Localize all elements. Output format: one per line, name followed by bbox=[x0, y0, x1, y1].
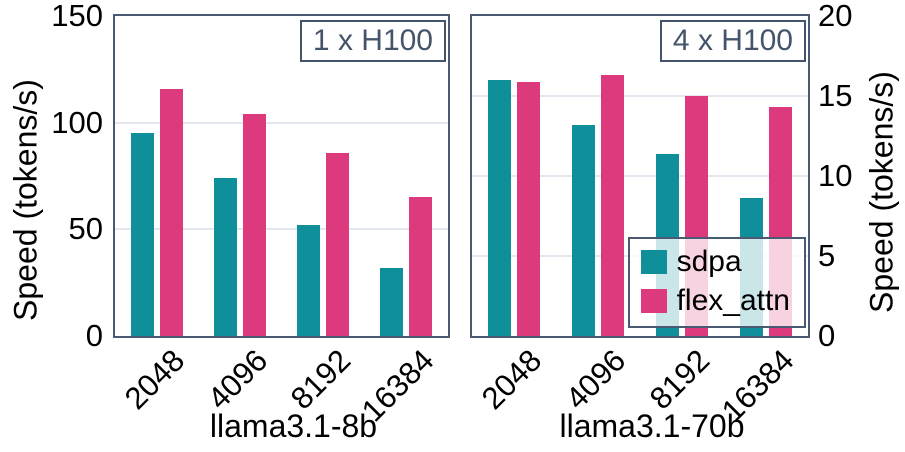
bar-sdpa-2048 bbox=[488, 80, 511, 336]
legend-swatch-flex-attn bbox=[640, 289, 667, 313]
y-tick-label-0: 0 bbox=[85, 318, 103, 353]
y-tick-label-5: 5 bbox=[818, 238, 836, 273]
legend: sdpa flex_attn bbox=[627, 237, 806, 328]
x-tick-label-8192: 8192 bbox=[283, 342, 358, 417]
bar-flex_attn-16384 bbox=[409, 197, 433, 336]
gridline-10 bbox=[472, 175, 808, 177]
bar-sdpa-2048 bbox=[130, 133, 154, 336]
bar-flex_attn-2048 bbox=[517, 81, 540, 336]
x-tick-label-4096: 4096 bbox=[200, 342, 275, 417]
x-tick-label-2048: 2048 bbox=[474, 342, 549, 417]
annotation-4x-h100: 4 x H100 bbox=[659, 20, 806, 62]
legend-item-flex-attn: flex_attn bbox=[640, 284, 790, 317]
annotation-1x-h100: 1 x H100 bbox=[299, 20, 446, 62]
x-axis-label-llama31-8b: llama3.1-8b bbox=[209, 408, 378, 444]
gridline-15 bbox=[472, 95, 808, 97]
subplot-llama31-8b: 1 x H100 bbox=[113, 14, 450, 338]
y-tick-label-20: 20 bbox=[818, 0, 853, 33]
y-tick-label-15: 15 bbox=[818, 78, 853, 113]
bar-sdpa-4096 bbox=[213, 178, 237, 336]
y-tick-label-10: 10 bbox=[818, 158, 853, 193]
gridline-50 bbox=[115, 228, 448, 231]
bar-sdpa-8192 bbox=[297, 225, 321, 336]
legend-swatch-sdpa bbox=[640, 250, 667, 274]
legend-label-flex-attn: flex_attn bbox=[676, 284, 790, 317]
y-tick-label-150: 150 bbox=[51, 0, 103, 33]
y-tick-label-50: 50 bbox=[68, 211, 103, 247]
x-tick-label-4096: 4096 bbox=[558, 342, 633, 417]
legend-item-sdpa: sdpa bbox=[640, 245, 790, 278]
bar-flex_attn-4096 bbox=[242, 114, 266, 336]
bar-sdpa-4096 bbox=[572, 124, 595, 336]
subplot-llama31-70b: 4 x H100 sdpa flex_attn bbox=[470, 14, 810, 338]
y-tick-label-0: 0 bbox=[818, 318, 836, 353]
bar-flex_attn-8192 bbox=[326, 152, 350, 336]
right-y-axis-label: Speed (tokens/s) bbox=[863, 71, 900, 313]
legend-label-sdpa: sdpa bbox=[676, 245, 742, 278]
bar-flex_attn-2048 bbox=[159, 88, 183, 336]
y-tick-label-100: 100 bbox=[51, 104, 103, 140]
x-tick-label-2048: 2048 bbox=[117, 342, 191, 417]
bar-sdpa-16384 bbox=[380, 267, 404, 336]
bar-flex_attn-4096 bbox=[601, 75, 624, 336]
x-axis-label-llama31-70b: llama3.1-70b bbox=[559, 408, 745, 444]
x-tick-label-8192: 8192 bbox=[642, 342, 717, 417]
gridline-100 bbox=[115, 121, 448, 124]
